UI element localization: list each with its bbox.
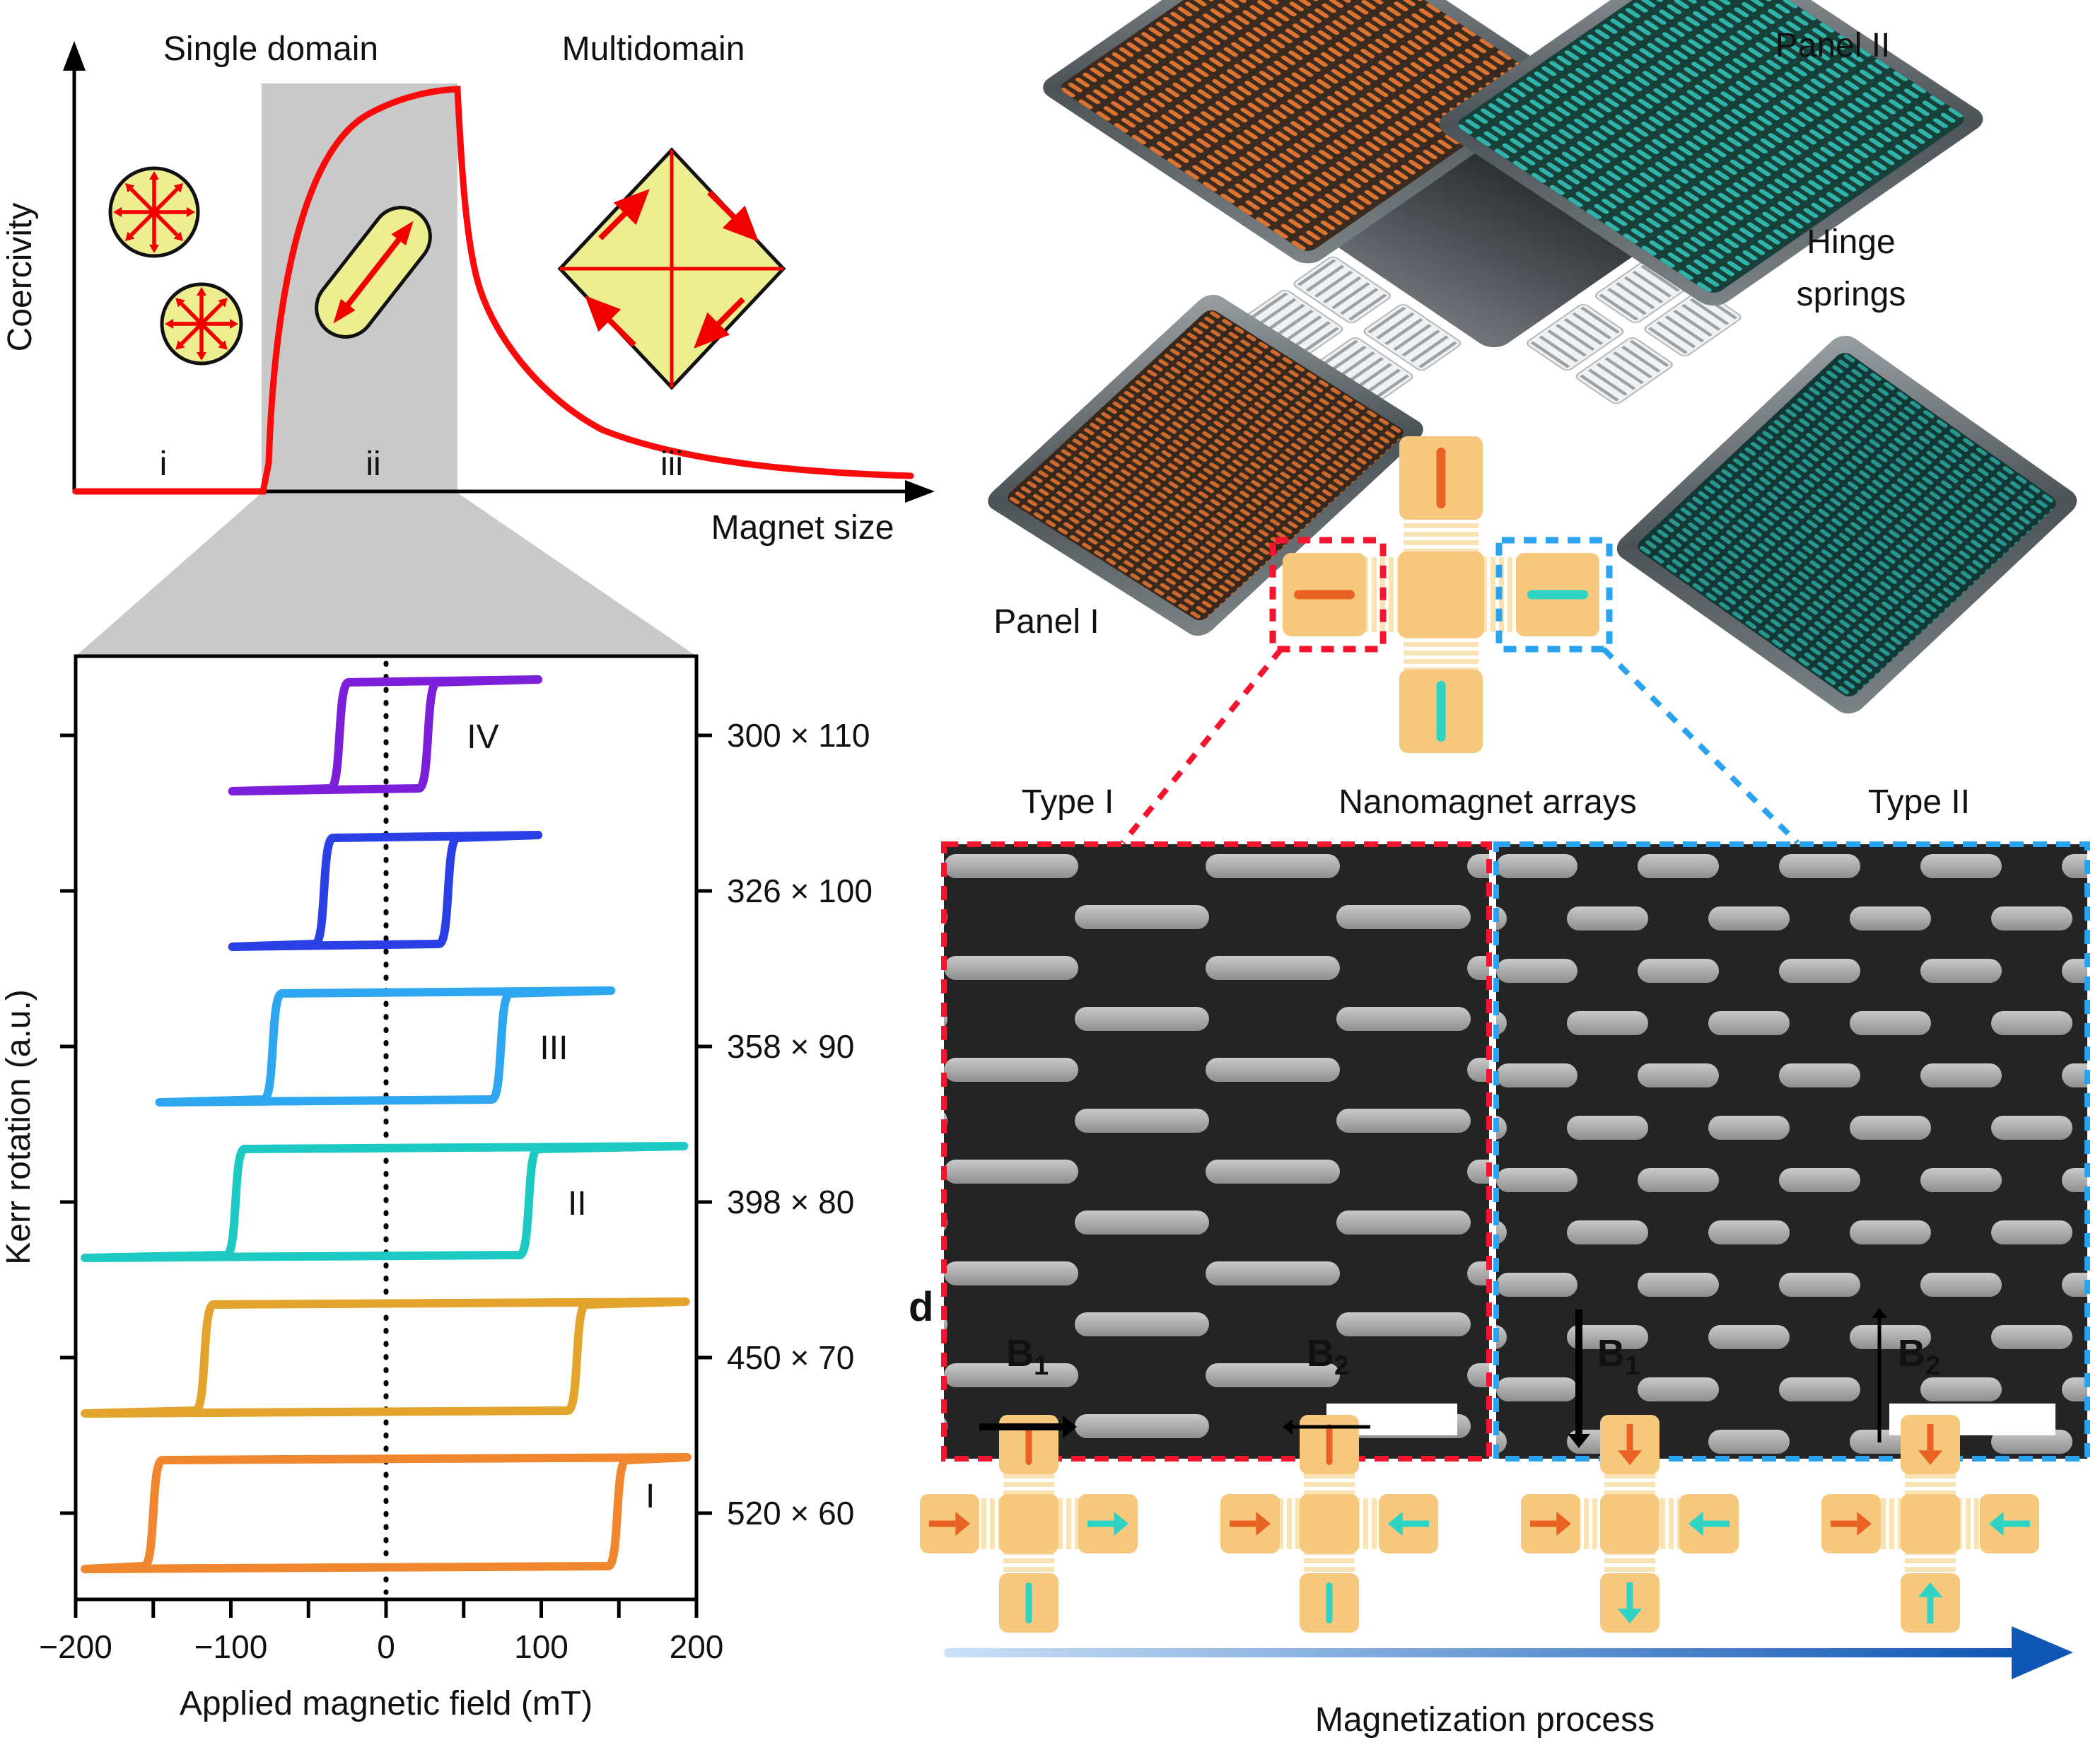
sem-frame	[1493, 841, 2090, 1462]
size-label: 450 × 70	[727, 1339, 854, 1376]
size-label: 300 × 110	[727, 717, 870, 754]
superparamagnetic-circle-2	[160, 282, 243, 366]
magnet-cross	[1283, 436, 1599, 753]
single-domain-label: Single domain	[163, 30, 378, 68]
panel-d-label: d	[909, 1284, 933, 1330]
hysteresis-loop-326 × 100	[228, 831, 543, 951]
magnetization-state-3: B1	[1521, 1309, 1739, 1633]
size-label: 358 × 90	[727, 1028, 854, 1065]
type-ii-callout-box	[1495, 537, 1613, 653]
hysteresis-loop-II	[81, 1142, 689, 1262]
panel-orange-large	[988, 294, 1423, 636]
magnet-cross	[1220, 1415, 1438, 1633]
zoom-funnel	[76, 493, 696, 656]
x-tick-label: 0	[377, 1628, 395, 1665]
superparamagnetic-circle-1	[108, 166, 200, 258]
x-axis-arrowhead-icon	[905, 480, 935, 503]
hysteresis-loop-450 × 70	[81, 1297, 690, 1418]
magnet-size-labels: 300 × 110 326 × 100 358 × 90 398 × 80 450 × …	[727, 717, 873, 1532]
hysteresis-loop-III	[155, 986, 616, 1107]
loop-roman-label: I	[646, 1478, 655, 1515]
nanomagnet-arrays-label: Nanomagnet arrays	[1338, 783, 1637, 821]
region-ii-label: ii	[366, 445, 380, 483]
magnet-cross	[1821, 1415, 2039, 1633]
magnet-cross	[1521, 1415, 1739, 1633]
type-ii-label: Type II	[1868, 783, 1970, 821]
coercivity-label: Coercivity	[1, 203, 39, 352]
process-arrowhead-icon	[2012, 1626, 2073, 1679]
panel-d: d B1 B2 B1 B2 Magnetization process	[909, 1284, 2073, 1739]
magnetization-states: B1 B2 B1 B2	[920, 1308, 2039, 1633]
region-iii-label: iii	[660, 445, 683, 483]
magnetization-state-1: B1	[920, 1332, 1138, 1633]
size-label: 326 × 100	[727, 873, 873, 909]
x-tick-label: 100	[514, 1628, 568, 1665]
type-i-label: Type I	[1022, 783, 1114, 821]
region-i-label: i	[160, 445, 168, 483]
loop-roman-label: III	[539, 1029, 568, 1067]
hinge-springs-label-2: springs	[1797, 276, 1906, 313]
panel-orange-small	[1043, 0, 1566, 264]
axis-tick-labels: −200 −100 0 100 200	[39, 1628, 723, 1665]
multidomain-label: Multidomain	[562, 30, 745, 68]
hysteresis-loop-I	[81, 1453, 692, 1573]
size-label: 520 × 60	[727, 1495, 854, 1532]
magnetization-state-4: B2	[1821, 1308, 2039, 1633]
panel-ii-label: Panel II	[1775, 27, 1891, 64]
sem-image-type-i	[941, 841, 1492, 1462]
magnetization-state-2: B2	[1220, 1332, 1438, 1633]
type-i-callout-box	[1269, 537, 1387, 653]
size-label: 398 × 80	[727, 1184, 854, 1220]
x-tick-label: −100	[194, 1628, 268, 1665]
x-axis-title: Applied magnetic field (mT)	[180, 1685, 593, 1722]
coercivity-schematic: Single domain Multidomain Magnet size Co…	[1, 30, 935, 656]
y-axis-arrowhead-icon	[63, 41, 86, 71]
type-i-callout-line	[1120, 647, 1284, 845]
magnet-cross-schematic	[1283, 436, 1599, 753]
loop-roman-label: II	[568, 1185, 587, 1223]
panel-teal-large	[1616, 335, 2077, 714]
magnetization-process-label: Magnetization process	[1315, 1701, 1655, 1739]
sem-frame	[941, 841, 1492, 1462]
panel-i-label: Panel I	[993, 603, 1099, 641]
single-domain-ellipse	[315, 206, 432, 339]
magnet-cross	[920, 1415, 1138, 1633]
process-arrow-shaft	[944, 1648, 2015, 1657]
panel-teal-small	[1439, 0, 1983, 306]
type-ii-callout-line	[1602, 647, 1799, 845]
magnet-size-label: Magnet size	[711, 509, 894, 547]
hinge-springs-label-1: Hinge	[1807, 223, 1895, 261]
y-axis-title: Kerr rotation (a.u.)	[0, 989, 37, 1264]
x-tick-label: 200	[670, 1628, 724, 1665]
loop-roman-label: IV	[467, 718, 498, 756]
hysteresis-loop-IV	[228, 675, 543, 795]
axis-ticks	[60, 733, 712, 1618]
multidomain-diamond	[557, 147, 786, 390]
callout-boxes	[1120, 537, 1799, 845]
coercivity-curve	[72, 86, 914, 495]
x-tick-label: −200	[39, 1628, 112, 1665]
plot-frame	[74, 654, 699, 1602]
microrobot-illustration: Panel II Hinge springs Panel I	[988, 0, 2077, 714]
